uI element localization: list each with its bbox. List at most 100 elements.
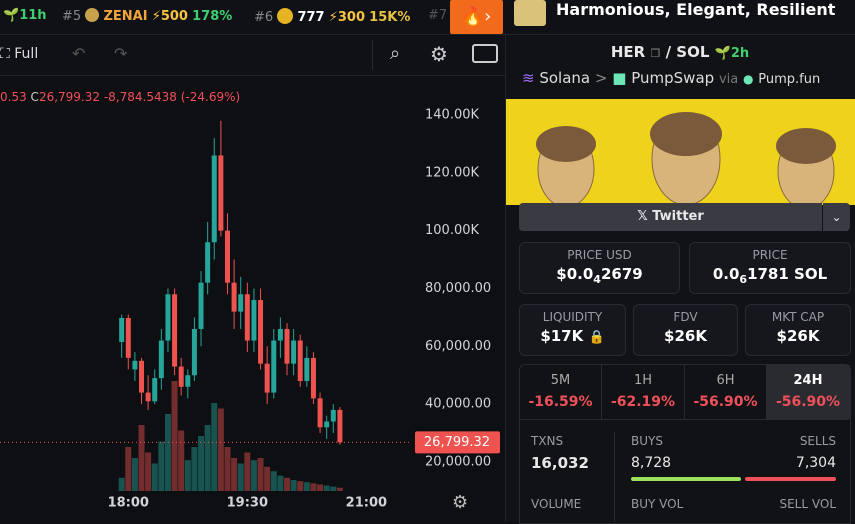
- ohlc-prev: 0.53: [0, 90, 27, 104]
- volume-bar: [330, 486, 337, 491]
- last-price-box: [415, 431, 500, 454]
- candle-body: [297, 340, 303, 382]
- volume-bar: [231, 458, 238, 491]
- chart: 140.00K 120.00K 100.00K 80,000.00 60,000.00 4…: [0, 107, 500, 511]
- candle-body: [178, 366, 184, 387]
- axis-settings[interactable]: ⚙: [452, 492, 469, 513]
- candle-body: [251, 300, 257, 341]
- volume-bar: [237, 463, 244, 491]
- tab-label: 1H: [633, 373, 653, 388]
- last-price-label: 26,799.32: [424, 435, 490, 450]
- txns-value: 16,032: [531, 454, 589, 472]
- pair: HER ❐ / SOL 🌱2h: [610, 43, 750, 61]
- y-tick-label: 20,000.00: [425, 454, 491, 469]
- screenshot[interactable]: [472, 44, 498, 63]
- sells-bar: [745, 477, 836, 481]
- volume-bar: [250, 460, 257, 491]
- lead: 0.0: [712, 265, 740, 283]
- volume-bar: [317, 484, 324, 491]
- timeframe-tab[interactable]: 1H -62.19%: [602, 365, 685, 419]
- base: HER: [610, 43, 646, 61]
- toolbar: [0, 35, 505, 76]
- rank: #7: [428, 8, 448, 23]
- rank: #6: [254, 10, 274, 25]
- candle-body: [205, 242, 211, 283]
- candle-body: [172, 294, 178, 367]
- route: ≋ Solana > ■ PumpSwap via ● Pump.fun: [522, 69, 821, 87]
- label: FDV: [673, 310, 698, 324]
- volume-bar: [125, 447, 132, 491]
- volume-bar: [336, 487, 343, 491]
- ohlc-key: C: [30, 90, 39, 104]
- x-tick-label: 21:00: [346, 496, 387, 511]
- boost: 500: [160, 9, 188, 24]
- buys-value: 8,728: [631, 455, 672, 471]
- volume-bar: [211, 403, 218, 491]
- launch[interactable]: Pump.fun: [758, 72, 821, 87]
- candle-body: [158, 340, 164, 379]
- volume-bar: [217, 408, 224, 491]
- value: $17K: [540, 327, 584, 345]
- candle-body: [244, 294, 250, 341]
- y-tick-label: 60,000.00: [425, 339, 491, 354]
- timeframe-tab[interactable]: 5M -16.59%: [520, 365, 602, 419]
- timeframe-tab[interactable]: 24H -56.90%: [767, 365, 850, 419]
- timeframe-tab[interactable]: 6H -56.90%: [685, 365, 767, 419]
- redo[interactable]: ↷: [114, 44, 128, 63]
- x-tick-label: 19:30: [227, 496, 268, 511]
- trending-button[interactable]: 🔥›: [450, 0, 503, 34]
- volume-bar: [290, 480, 297, 491]
- liquidity-box: LIQUIDITY $17K 🔒: [519, 304, 626, 356]
- candle-body: [277, 328, 283, 341]
- full-button[interactable]: ⛶ Full: [0, 46, 39, 62]
- socials-dropdown[interactable]: ⌄: [823, 203, 850, 231]
- candle-body: [238, 294, 244, 312]
- chain[interactable]: Solana: [539, 69, 591, 87]
- tab-label: 5M: [550, 373, 571, 388]
- banner: [506, 99, 855, 205]
- twitter-text: Twitter: [652, 209, 704, 224]
- volume-bar: [284, 477, 290, 491]
- volume-bar: [264, 466, 271, 491]
- quote: SOL: [676, 43, 710, 61]
- age[interactable]: 🌱11h: [3, 8, 47, 23]
- ohlc-close: 26,799.32: [38, 90, 101, 104]
- sep: /: [665, 43, 672, 61]
- twitter-button[interactable]: 𝕏 Twitter: [519, 203, 822, 231]
- sells-label: SELLS: [799, 434, 836, 448]
- candle-body: [271, 340, 277, 393]
- x-tick-label: 18:00: [108, 496, 149, 511]
- tab-value: -62.19%: [610, 394, 676, 410]
- token-avatar: [514, 0, 546, 26]
- trend-5[interactable]: #5 ZENAI ⚡500 178%: [62, 8, 233, 24]
- volume-bar: [224, 447, 231, 491]
- change: 178%: [192, 9, 233, 24]
- volume-bar: [158, 441, 165, 491]
- price-usd-box: PRICE USD $0.042679: [519, 242, 680, 294]
- tab-value: -56.90%: [775, 394, 841, 410]
- banner-art: [536, 112, 836, 205]
- trend-6[interactable]: #6 777 ⚡300 15K%: [254, 8, 411, 25]
- age: 2h: [730, 46, 750, 61]
- candle-body: [218, 155, 224, 231]
- candle-body: [198, 282, 204, 329]
- top-bar: [0, 0, 855, 35]
- undo[interactable]: ↶: [72, 44, 86, 63]
- dex[interactable]: PumpSwap: [631, 69, 715, 87]
- candle-body: [132, 360, 138, 370]
- volume-bar: [171, 381, 178, 491]
- age-text: 11h: [19, 8, 47, 23]
- settings[interactable]: ⚙: [430, 42, 448, 66]
- volume-bar: [184, 460, 191, 491]
- volume-bar: [198, 436, 205, 491]
- volume-bar: [178, 430, 185, 491]
- candle-body: [324, 421, 330, 428]
- indicators[interactable]: ⌕: [390, 43, 401, 64]
- candle-body: [191, 328, 197, 376]
- tab-value: -16.59%: [528, 394, 593, 410]
- rank: #5: [62, 9, 82, 24]
- candle-body: [258, 300, 264, 364]
- candle-body: [211, 155, 217, 243]
- y-tick-label: 140.00K: [425, 107, 479, 122]
- candle-body: [330, 409, 336, 422]
